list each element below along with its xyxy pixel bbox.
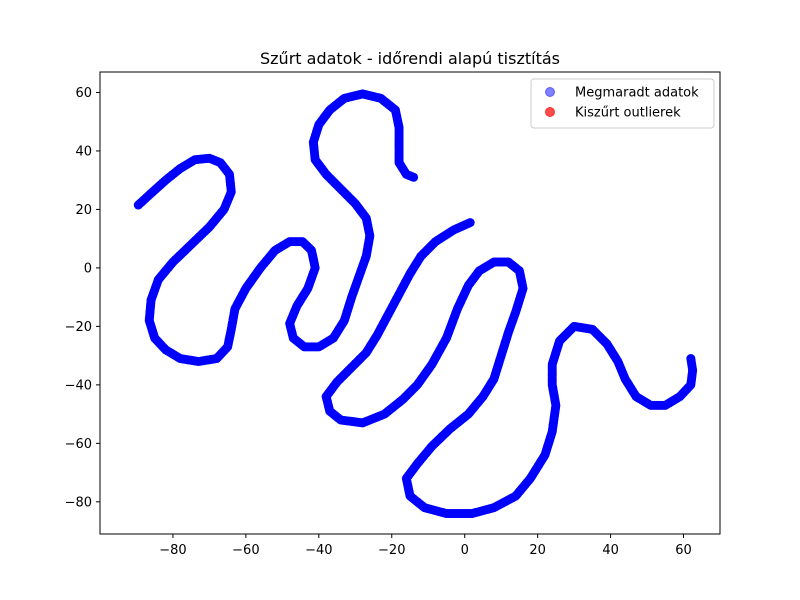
series-0-points: [133, 89, 419, 366]
x-tick-label: 0: [461, 543, 469, 558]
legend-marker-outliers: [545, 107, 555, 117]
legend-label-outliers: Kiszűrt outlierek: [575, 106, 681, 121]
data-layer: [133, 89, 698, 519]
series-1-points: [321, 218, 698, 519]
x-tick-label: −20: [378, 543, 405, 558]
data-point: [686, 354, 696, 364]
y-tick-label: 20: [75, 203, 92, 218]
y-tick-label: −80: [65, 495, 92, 510]
x-tick-label: −60: [232, 543, 259, 558]
axis-layer: −80 −60 −40 −20 0 20 40 60 −80 −60 −40 −20 0 20 40 60: [65, 86, 692, 558]
legend-marker-kept: [545, 87, 555, 97]
y-tick-label: −20: [65, 320, 92, 335]
y-tick-label: 40: [75, 144, 92, 159]
y-tick-label: −60: [65, 437, 92, 452]
x-tick-label: 40: [602, 543, 619, 558]
y-tick-label: 0: [84, 261, 92, 276]
legend-label-kept: Megmaradt adatok: [575, 86, 699, 101]
data-point: [409, 172, 419, 182]
plot-frame: [99, 71, 721, 535]
y-tick-label: −40: [65, 378, 92, 393]
x-tick-label: −40: [305, 543, 332, 558]
y-tick-label: 60: [75, 86, 92, 101]
legend-box: [530, 78, 715, 129]
x-tick-label: −80: [159, 543, 186, 558]
x-tick-label: 20: [529, 543, 546, 558]
legend: Megmaradt adatok Kiszűrt outlierek: [530, 78, 715, 129]
chart-title: Szűrt adatok - időrendi alapú tisztítás: [260, 49, 560, 68]
x-tick-label: 60: [675, 543, 692, 558]
